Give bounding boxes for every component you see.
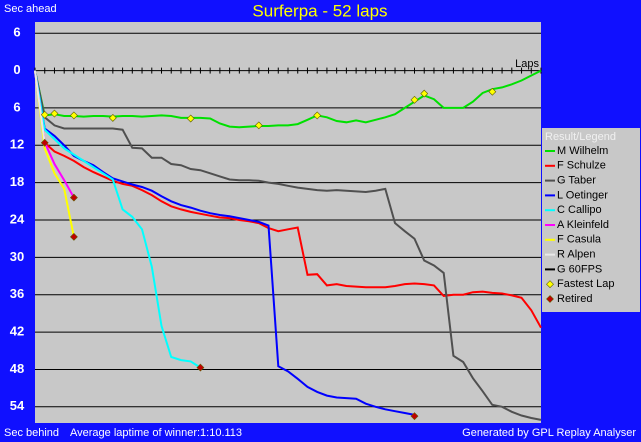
marker (420, 89, 429, 98)
y-tick-label: 6 (13, 99, 20, 114)
marker (40, 138, 49, 147)
series-line (34, 70, 201, 369)
y-tick-label: 18 (10, 174, 24, 189)
marker (313, 111, 322, 120)
series-line (34, 70, 542, 329)
legend-label: G Taber (557, 175, 596, 187)
chart-title: Surferpa - 52 laps (252, 1, 387, 20)
marker (69, 111, 78, 120)
y-tick-label: 36 (10, 286, 24, 301)
legend-label: G 60FPS (557, 263, 602, 275)
series-line (34, 70, 415, 416)
legend-label: Retired (557, 293, 592, 305)
credit: Generated by GPL Replay Analyser (462, 427, 636, 439)
y-tick-label: 24 (10, 211, 25, 226)
y-tick-label: 30 (10, 249, 24, 264)
marker (186, 114, 195, 123)
series-line (34, 70, 542, 421)
marker (488, 87, 497, 96)
marker (196, 363, 205, 372)
legend-label: C Callipo (557, 204, 602, 216)
y-label-top: Sec ahead (4, 3, 57, 15)
y-tick-label: 0 (13, 62, 20, 77)
y-label-bottom: Sec behind (4, 427, 59, 439)
marker (50, 109, 59, 118)
marker (254, 121, 263, 130)
marker (69, 232, 78, 241)
plot-area (35, 22, 541, 423)
footnote: Average laptime of winner:1:10.113 (70, 427, 242, 439)
legend-marker (546, 280, 554, 289)
legend-label: R Alpen (557, 249, 596, 261)
legend-label: F Schulze (557, 160, 606, 172)
legend-label: Fastest Lap (557, 278, 614, 290)
legend-label: M Wilhelm (557, 145, 608, 157)
marker (410, 95, 419, 104)
marker (40, 110, 49, 119)
y-tick-label: 6 (13, 25, 20, 40)
series-line (34, 69, 542, 129)
y-tick-label: 12 (10, 137, 24, 152)
marker (410, 412, 419, 421)
legend-label: A Kleinfeld (557, 219, 609, 231)
series-line (34, 70, 46, 143)
y-tick-label: 42 (10, 324, 24, 339)
legend-title: Result/Legend (545, 131, 616, 143)
legend-box (542, 128, 640, 312)
legend-label: L Oetinger (557, 189, 608, 201)
marker (108, 113, 117, 122)
x-axis-label: Laps (515, 58, 539, 70)
y-tick-label: 54 (10, 398, 25, 413)
marker (69, 193, 78, 202)
legend-marker (546, 295, 554, 303)
legend-label: F Casula (557, 234, 602, 246)
y-tick-label: 48 (10, 361, 24, 376)
